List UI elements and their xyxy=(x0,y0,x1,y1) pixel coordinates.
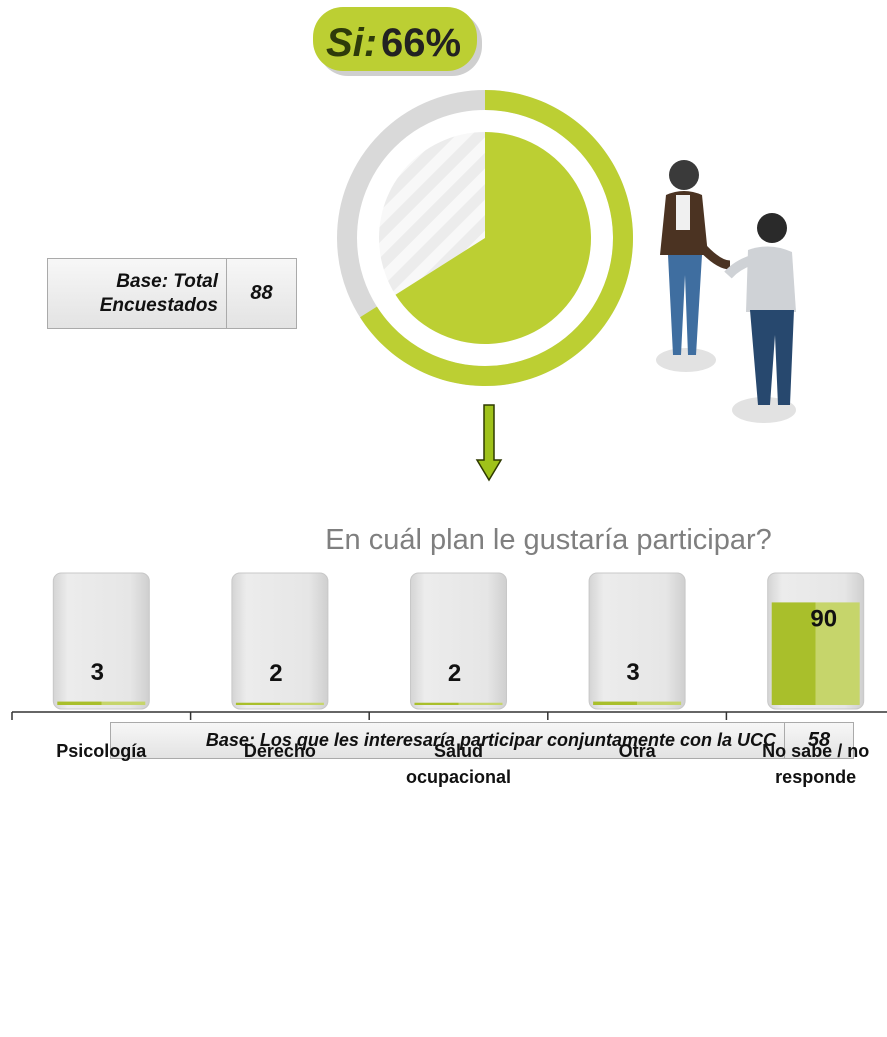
bar-container xyxy=(411,573,507,709)
arrow xyxy=(477,405,501,480)
value-label: 90 xyxy=(810,606,837,633)
value-label: 2 xyxy=(269,660,282,687)
x-tick-label: No sabe / no responde xyxy=(746,738,886,790)
bar xyxy=(415,703,503,705)
chart: Si: 66% 3 2 2 3 90 xyxy=(0,0,887,1037)
donut-value-label: 66% xyxy=(381,21,461,65)
chart-title: En cuál plan le gustaría participar? xyxy=(0,524,887,557)
donut-label: Si: xyxy=(326,21,377,65)
page: Si: 66% 3 2 2 3 90 Base: Total Encuestados 8… xyxy=(0,0,887,1037)
people-illustration xyxy=(656,160,796,423)
bar xyxy=(593,702,681,705)
value-label: 2 xyxy=(448,660,461,687)
bar-container xyxy=(53,573,149,709)
x-tick-label: Otra xyxy=(567,738,707,764)
value-label: 3 xyxy=(91,659,104,686)
bar xyxy=(236,703,324,705)
base-value: 88 xyxy=(227,259,296,328)
base-box: Base: Total Encuestados 88 xyxy=(47,258,297,329)
bar-container xyxy=(232,573,328,709)
x-tick-label: Salud ocupacional xyxy=(389,738,529,790)
base-label: Base: Total Encuestados xyxy=(48,259,227,328)
value-label: 3 xyxy=(626,659,639,686)
x-tick-label: Psicología xyxy=(31,738,171,764)
bar xyxy=(57,702,145,705)
bar-container xyxy=(589,573,685,709)
x-tick-label: Derecho xyxy=(210,738,350,764)
